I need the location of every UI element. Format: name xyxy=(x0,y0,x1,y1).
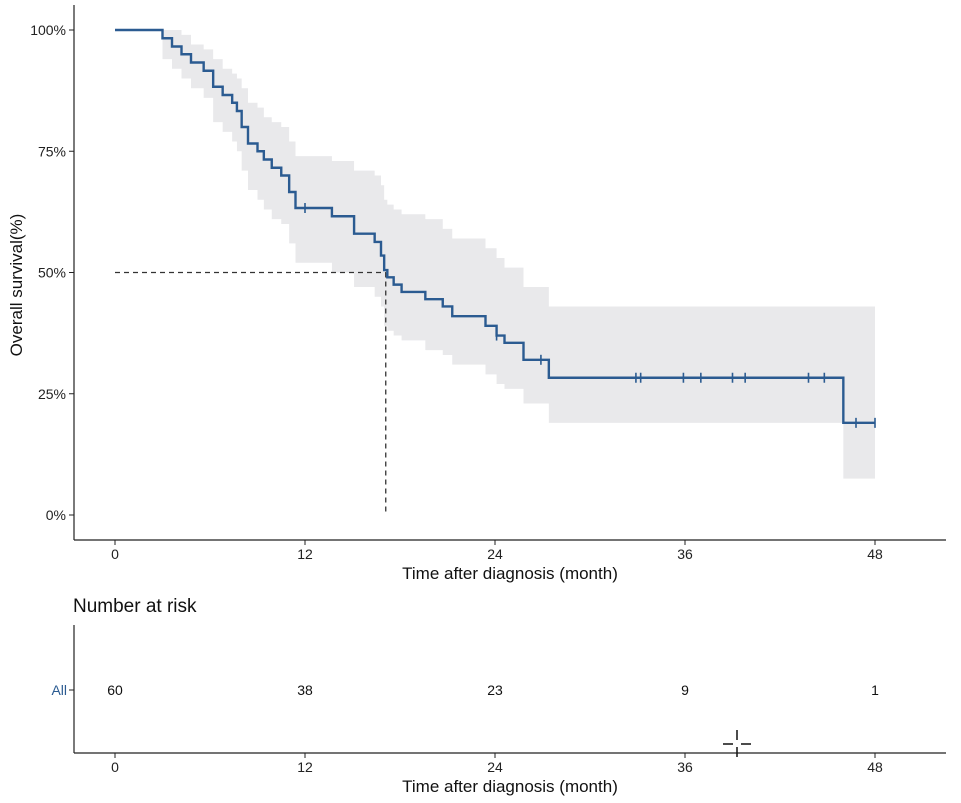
risk-x-tick-label: 12 xyxy=(297,759,313,775)
risk-value: 1 xyxy=(871,682,879,698)
y-tick-label: 75% xyxy=(38,143,66,159)
median-reference-group xyxy=(115,271,387,515)
risk-row-label: All xyxy=(51,682,67,698)
risk-table: Number at risk 0 12 24 36 48 60 38 23 9 1 All Ti… xyxy=(51,596,946,796)
crosshair-cursor-icon xyxy=(723,730,751,757)
y-axis-title: Overall survival(%) xyxy=(7,214,26,357)
x-tick-label: 36 xyxy=(677,546,693,562)
risk-value: 38 xyxy=(297,682,313,698)
y-tick-label: 50% xyxy=(38,265,66,281)
risk-value: 60 xyxy=(107,682,123,698)
axes-group: 0% 25% 50% 75% 100% 0 12 24 36 48 xyxy=(30,5,946,562)
x-axis-title: Time after diagnosis (month) xyxy=(402,564,618,583)
confidence-band xyxy=(115,30,875,479)
risk-x-tick-label: 24 xyxy=(487,759,503,775)
x-tick-label: 24 xyxy=(487,546,503,562)
risk-value: 23 xyxy=(487,682,503,698)
risk-x-tick-label: 0 xyxy=(111,759,119,775)
y-tick-label: 0% xyxy=(46,507,66,523)
censor-marks-group xyxy=(304,202,876,428)
risk-value: 9 xyxy=(681,682,689,698)
x-tick-label: 12 xyxy=(297,546,313,562)
risk-x-axis-title: Time after diagnosis (month) xyxy=(402,777,618,796)
risk-table-title: Number at risk xyxy=(73,596,197,617)
survival-chart: 0% 25% 50% 75% 100% 0 12 24 36 48 Overall surviva… xyxy=(7,5,946,583)
survival-curve-group xyxy=(115,28,875,425)
confidence-band-group xyxy=(115,30,875,479)
x-tick-label: 0 xyxy=(111,546,119,562)
risk-x-tick-label: 36 xyxy=(677,759,693,775)
y-tick-label: 25% xyxy=(38,386,66,402)
x-tick-label: 48 xyxy=(867,546,883,562)
survival-curve xyxy=(115,28,875,425)
risk-axes-group: 0 12 24 36 48 xyxy=(69,625,946,775)
risk-values-group: 60 38 23 9 1 xyxy=(107,682,879,698)
risk-x-tick-label: 48 xyxy=(867,759,883,775)
y-tick-label: 100% xyxy=(30,22,66,38)
